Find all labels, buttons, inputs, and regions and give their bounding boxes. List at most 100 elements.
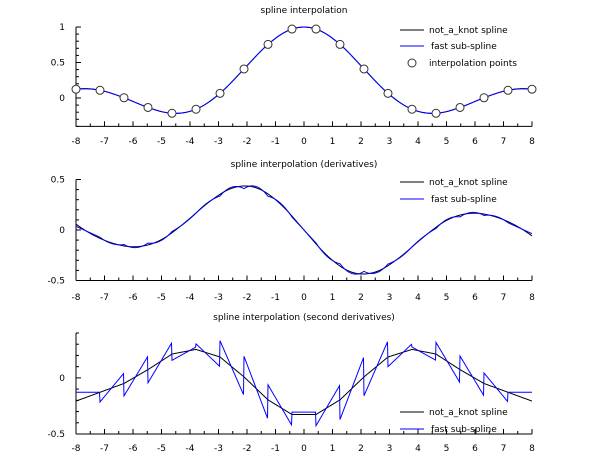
x-tick-label: 1 xyxy=(330,444,336,454)
x-tick-label: 7 xyxy=(501,293,507,303)
interpolation-point xyxy=(215,88,225,98)
x-tick-label: 4 xyxy=(415,137,421,147)
x-tick-label: -5 xyxy=(157,137,166,147)
y-tick-label: 1 xyxy=(59,23,65,33)
x-tick-label: 1 xyxy=(330,137,336,147)
x-tick-label: -7 xyxy=(100,293,109,303)
x-tick-label: 7 xyxy=(501,137,507,147)
interpolation-point xyxy=(167,108,177,118)
interpolation-point xyxy=(335,39,345,49)
x-tick-label: 7 xyxy=(501,444,507,454)
y-tick-label: 0 xyxy=(59,374,65,384)
interpolation-point xyxy=(239,64,249,74)
x-tick-label: -3 xyxy=(214,293,223,303)
x-tick-label: 3 xyxy=(387,444,393,454)
x-tick-label: -2 xyxy=(243,137,252,147)
legend-label: fast sub-spline xyxy=(431,195,497,205)
x-tick-label: -6 xyxy=(129,293,138,303)
x-tick-label: 4 xyxy=(415,293,421,303)
interpolation-point xyxy=(71,84,81,94)
x-tick-label: 4 xyxy=(415,444,421,454)
y-tick-label: -0.5 xyxy=(47,430,65,440)
legend-label: interpolation points xyxy=(429,59,517,69)
subplot-3: spline interpolation (second derivatives… xyxy=(47,313,535,454)
interpolation-point xyxy=(287,24,297,34)
x-tick-label: 2 xyxy=(358,444,364,454)
interpolation-point xyxy=(311,24,321,34)
x-tick-label: 8 xyxy=(529,137,535,147)
legend-label: not_a_knot spline xyxy=(429,26,508,36)
legend: not_a_knot spline fast sub-spline interpol… xyxy=(400,26,517,69)
x-tick-label: -4 xyxy=(186,444,195,454)
y-tick-label: 0.5 xyxy=(51,176,65,186)
x-tick-label: -6 xyxy=(129,444,138,454)
series-line-not-a-knot-spline xyxy=(75,348,533,416)
x-tick-label: -6 xyxy=(129,137,138,147)
x-tick-label: 2 xyxy=(358,137,364,147)
x-tick-label: 0 xyxy=(301,444,307,454)
chart-title: spline interpolation (second derivatives… xyxy=(213,313,395,323)
y-tick-label: 0 xyxy=(59,226,65,236)
series-line-not-a-knot-spline xyxy=(75,26,533,114)
interpolation-point xyxy=(431,108,441,118)
legend-label: not_a_knot spline xyxy=(429,178,508,188)
legend-marker-circle xyxy=(407,58,417,68)
x-tick-label: -4 xyxy=(186,293,195,303)
x-tick-label: 5 xyxy=(444,293,450,303)
series-line-fast-sub-spline xyxy=(76,340,532,428)
x-tick-label: -8 xyxy=(72,137,81,147)
legend: not_a_knot spline fast sub-spline xyxy=(400,178,508,205)
subplot-2: spline interpolation (derivatives) -8 -7 -6… xyxy=(47,160,535,303)
subplot-1: spline interpolation -8 -7 -6 -5 -4 -3 -2 -1 0 1 2 3… xyxy=(51,6,537,147)
x-tick-label: 0 xyxy=(301,137,307,147)
legend-label: fast sub-spline xyxy=(431,425,497,435)
x-tick-label: 3 xyxy=(387,293,393,303)
chart-title: spline interpolation (derivatives) xyxy=(231,160,378,170)
x-tick-label: 6 xyxy=(472,444,478,454)
y-tick-label: 0 xyxy=(59,94,65,104)
legend-label: not_a_knot spline xyxy=(429,408,508,418)
series-line-fast-sub-spline xyxy=(75,26,533,114)
interpolation-point xyxy=(119,93,129,103)
x-tick-label: -8 xyxy=(72,444,81,454)
interpolation-point xyxy=(479,93,489,103)
interpolation-point xyxy=(143,102,153,112)
chart-title: spline interpolation xyxy=(261,6,348,16)
x-tick-label: 6 xyxy=(472,293,478,303)
x-tick-label: 0 xyxy=(301,293,307,303)
x-tick-label: 8 xyxy=(529,444,535,454)
x-tick-label: -5 xyxy=(157,293,166,303)
x-tick-label: -2 xyxy=(243,293,252,303)
interpolation-point xyxy=(527,84,537,94)
x-tick-label: 3 xyxy=(387,137,393,147)
interpolation-point xyxy=(359,64,369,74)
x-tick-label: -1 xyxy=(271,444,280,454)
x-tick-label: -8 xyxy=(72,293,81,303)
y-tick-label: 0.5 xyxy=(51,59,65,69)
y-tick-label: -0.5 xyxy=(47,277,65,287)
x-tick-label: -1 xyxy=(271,293,280,303)
x-tick-label: 2 xyxy=(358,293,364,303)
interpolation-point xyxy=(383,88,393,98)
x-tick-label: -1 xyxy=(271,137,280,147)
interpolation-point xyxy=(263,39,273,49)
series-line-fast-sub-spline xyxy=(75,185,533,275)
x-tick-label: 8 xyxy=(529,293,535,303)
x-tick-label: -3 xyxy=(214,137,223,147)
interpolation-point xyxy=(407,104,417,114)
x-tick-label: -7 xyxy=(100,137,109,147)
x-tick-label: -5 xyxy=(157,444,166,454)
x-tick-label: -2 xyxy=(243,444,252,454)
interpolation-point xyxy=(191,104,201,114)
interpolation-point xyxy=(503,85,513,95)
interpolation-point xyxy=(455,102,465,112)
legend: not_a_knot spline fast sub-spline xyxy=(400,408,508,435)
x-tick-label: -4 xyxy=(186,137,195,147)
x-tick-label: -3 xyxy=(214,444,223,454)
x-tick-label: -7 xyxy=(100,444,109,454)
interpolation-point xyxy=(95,85,105,95)
x-tick-label: 1 xyxy=(330,293,336,303)
x-tick-label: 5 xyxy=(444,137,450,147)
legend-label: fast sub-spline xyxy=(431,42,497,52)
